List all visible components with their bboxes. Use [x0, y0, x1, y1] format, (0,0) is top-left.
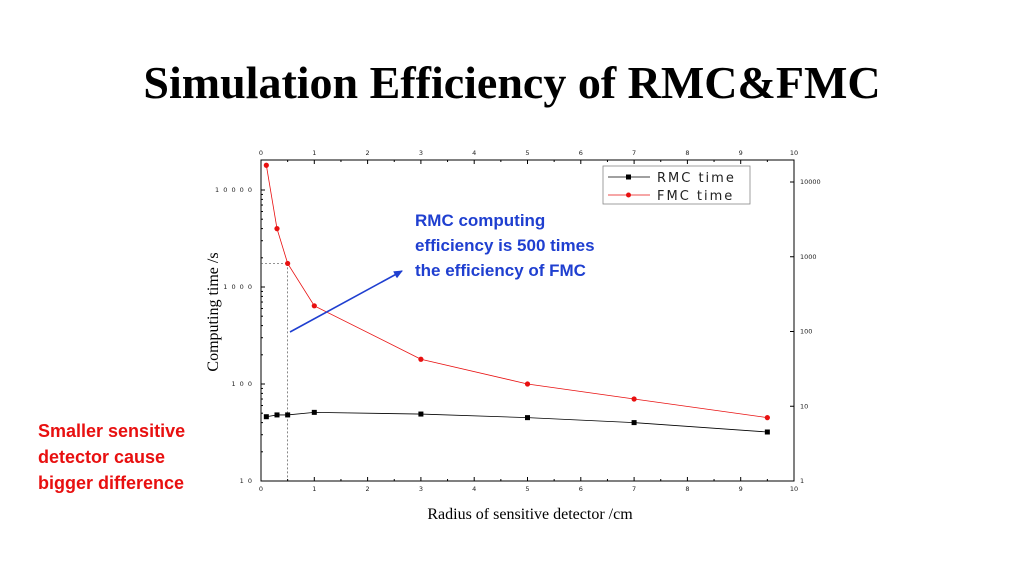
axis-ticks: 0 0 1 1 2 2 3 3 4 4 5 5 6 6 7 7 8 8 9 9 10 10 1 0 1 0 0 1 0 0 0 1…	[215, 149, 821, 493]
y-right-tick-label: 10	[800, 402, 808, 410]
data-point-rmc	[263, 414, 269, 420]
legend-box	[602, 165, 751, 205]
efficiency-annotation: RMC computing efficiency is 500 times th…	[415, 208, 655, 283]
y-right-tick-label: 10000	[800, 178, 821, 186]
data-point-rmc	[274, 412, 280, 418]
x-tick-label: 5	[525, 485, 529, 493]
legend-label: FMC time	[657, 189, 734, 204]
legend-label: RMC time	[657, 171, 736, 186]
data-point-rmc	[418, 411, 424, 417]
y-right-tick-label: 1000	[800, 253, 817, 261]
series-line-0	[266, 411, 768, 433]
x-tick-label-top: 6	[579, 149, 583, 157]
side-note-line: Smaller sensitive	[38, 421, 186, 441]
annotation-line: efficiency is 500 times	[415, 236, 595, 255]
annotation-arrow-layer	[289, 270, 403, 333]
x-tick-label-top: 5	[525, 149, 529, 157]
y-axis-label: Computing time /s	[205, 252, 222, 372]
data-point-fmc	[764, 415, 770, 421]
x-tick-label-top: 3	[419, 149, 423, 157]
x-tick-label-top: 2	[366, 149, 370, 157]
x-tick-label-top: 4	[472, 149, 476, 157]
x-tick-label-top: 7	[632, 149, 636, 157]
x-tick-label-top: 1	[312, 149, 316, 157]
data-point-fmc	[311, 303, 317, 309]
data-point-rmc	[525, 415, 530, 421]
y-tick-label: 1 0 0	[231, 380, 253, 388]
x-tick-label-top: 8	[685, 149, 689, 157]
data-point-rmc	[764, 429, 770, 435]
y-right-tick-label: 1	[800, 477, 804, 485]
series-layer	[263, 162, 770, 435]
legend: RMC time FMC time	[602, 165, 751, 205]
x-tick-label: 8	[685, 485, 689, 493]
x-tick-label: 2	[366, 485, 370, 493]
side-note-line: bigger difference	[38, 473, 185, 493]
x-tick-label: 9	[739, 485, 743, 493]
x-tick-label: 4	[472, 485, 476, 493]
slide-title: Simulation Efficiency of RMC&FMC	[143, 57, 881, 108]
x-tick-label: 3	[419, 485, 423, 493]
x-tick-label-top: 9	[739, 149, 743, 157]
side-note: Smaller sensitive detector cause bigger …	[38, 418, 228, 496]
y-tick-label: 1 0 0 0 0	[215, 186, 253, 194]
x-tick-label: 1	[312, 485, 316, 493]
data-point-fmc	[631, 396, 637, 402]
x-tick-label-top: 0	[259, 149, 263, 157]
side-note-line: detector cause	[38, 447, 166, 467]
annotation-arrow	[289, 270, 403, 333]
data-point-fmc	[524, 381, 531, 387]
x-axis-label: Radius of sensitive detector /cm	[427, 506, 633, 523]
x-tick-label: 6	[579, 485, 583, 493]
data-point-fmc	[274, 226, 280, 232]
data-point-rmc	[631, 420, 637, 426]
y-tick-label: 1 0	[240, 477, 253, 485]
data-point-fmc	[285, 260, 291, 267]
x-tick-label: 10	[790, 485, 798, 493]
data-point-rmc	[311, 409, 317, 415]
series-line-1	[265, 165, 768, 419]
annotation-line: RMC computing	[415, 211, 546, 230]
y-tick-label: 1 0 0 0	[223, 283, 253, 291]
x-tick-label: 0	[259, 485, 263, 493]
data-point-rmc	[285, 412, 291, 418]
legend-swatch-marker	[626, 174, 631, 180]
y-right-tick-label: 100	[800, 328, 812, 336]
x-tick-label: 7	[632, 485, 636, 493]
legend-swatch-marker	[626, 192, 631, 198]
x-tick-label-top: 10	[790, 149, 798, 157]
annotation-line: the efficiency of FMC	[415, 261, 586, 280]
data-point-fmc	[418, 356, 424, 362]
data-point-fmc	[263, 162, 269, 168]
